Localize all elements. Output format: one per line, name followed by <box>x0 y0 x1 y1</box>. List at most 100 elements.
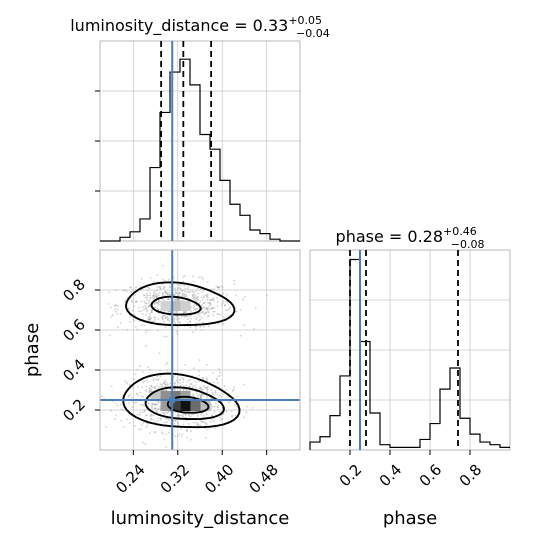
sample-point <box>157 301 160 304</box>
sample-point <box>133 401 136 404</box>
sample-point <box>125 381 128 383</box>
sample-point <box>181 433 184 436</box>
sample-point <box>202 277 204 280</box>
sample-point <box>159 369 161 372</box>
sample-point <box>151 309 153 312</box>
sample-point <box>116 308 119 311</box>
sample-point <box>233 386 235 389</box>
y-ticks: 0.2 0.4 0.6 0.8 <box>59 275 100 425</box>
sample-point <box>233 279 235 282</box>
sample-point <box>182 381 184 384</box>
x-ticks: 0.24 0.32 0.40 0.48 <box>112 450 282 497</box>
sample-point <box>157 294 160 297</box>
sample-point <box>205 423 208 425</box>
sample-point <box>181 293 184 296</box>
sample-point <box>149 317 151 320</box>
sample-point <box>149 413 152 416</box>
sample-point <box>136 368 139 371</box>
sample-point <box>142 395 145 398</box>
sample-point <box>143 410 146 413</box>
sample-point <box>148 389 151 392</box>
sample-point <box>217 404 220 407</box>
sample-point <box>235 310 238 313</box>
sample-point <box>193 303 196 306</box>
sample-point <box>153 403 155 405</box>
sample-point <box>167 298 169 301</box>
sample-point <box>220 417 223 420</box>
sample-point <box>161 291 164 294</box>
sample-point <box>210 407 213 410</box>
sample-point <box>153 319 156 321</box>
sample-point <box>187 379 190 382</box>
sample-point <box>222 300 225 303</box>
sample-point <box>155 295 158 298</box>
sample-point <box>176 317 179 320</box>
sample-point <box>234 294 237 297</box>
sample-point <box>206 396 209 399</box>
sample-point <box>221 302 224 305</box>
sample-point <box>178 321 181 323</box>
sample-point <box>135 301 138 303</box>
sample-point <box>206 378 208 381</box>
sample-point <box>203 386 206 389</box>
sample-point <box>229 306 231 309</box>
sample-point <box>166 369 169 372</box>
sample-point <box>110 385 113 388</box>
sample-point <box>169 388 172 391</box>
sample-point <box>143 380 145 382</box>
sample-point <box>130 290 133 293</box>
sample-point <box>161 432 164 435</box>
sample-point <box>216 297 218 299</box>
sample-point <box>153 431 156 433</box>
sample-point <box>234 403 236 406</box>
sample-point <box>128 383 131 386</box>
sample-point <box>144 305 147 307</box>
sample-point <box>152 291 155 294</box>
sample-point <box>213 410 216 413</box>
sample-point <box>139 403 142 406</box>
sample-point <box>197 414 199 417</box>
sample-point <box>158 385 161 388</box>
sample-point <box>184 414 187 416</box>
sample-point <box>147 286 149 289</box>
sample-point <box>161 283 164 286</box>
sample-point <box>198 312 200 315</box>
density-cell <box>170 401 181 411</box>
sample-point <box>136 300 138 303</box>
sample-point <box>172 419 175 422</box>
sample-point <box>184 363 187 366</box>
sample-point <box>183 294 186 297</box>
sample-point <box>206 299 209 301</box>
sample-point <box>202 295 205 298</box>
sample-point <box>181 292 184 295</box>
sample-point <box>175 330 178 333</box>
sample-point <box>198 301 201 304</box>
x-tick-label: 0.6 <box>416 461 446 491</box>
sample-point <box>174 317 176 320</box>
sample-point <box>192 394 195 397</box>
sample-point <box>164 383 167 386</box>
sample-point <box>181 376 184 379</box>
sample-point <box>199 318 202 321</box>
sample-point <box>117 326 120 329</box>
sample-point <box>173 422 176 425</box>
sample-point <box>154 403 157 406</box>
sample-point <box>152 294 155 297</box>
sample-point <box>154 407 157 410</box>
sample-point <box>143 300 146 303</box>
sample-point <box>180 284 183 287</box>
sample-point <box>253 327 256 330</box>
sample-point <box>152 379 155 382</box>
sample-point <box>154 421 157 424</box>
sample-point <box>216 286 219 288</box>
sample-point <box>162 318 164 321</box>
x-tick-label: 0.8 <box>456 461 486 491</box>
sample-point <box>195 421 198 424</box>
sample-point <box>168 314 171 317</box>
sample-point <box>199 394 202 397</box>
sample-point <box>107 303 110 305</box>
sample-point <box>220 285 223 288</box>
sample-point <box>207 297 209 299</box>
sample-point <box>147 306 150 309</box>
y-tick-label: 0.8 <box>59 275 89 305</box>
